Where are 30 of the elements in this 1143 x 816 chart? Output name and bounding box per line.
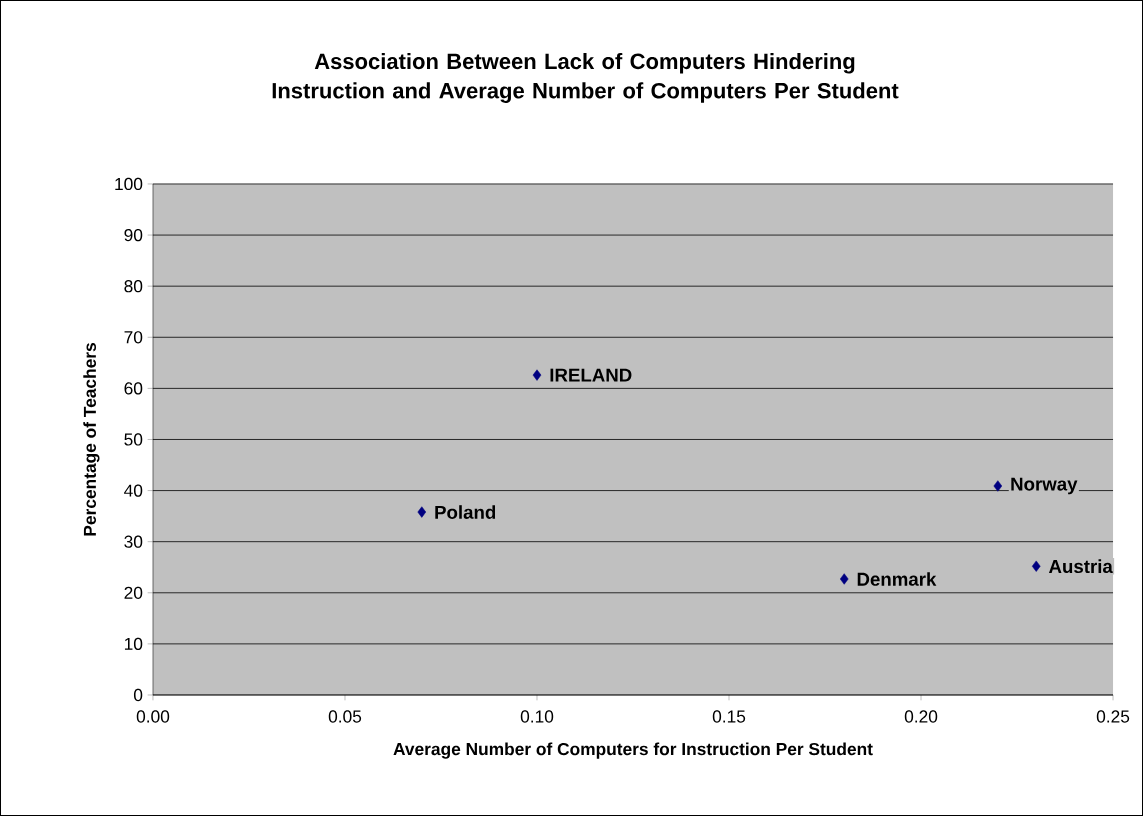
chart-title: Association Between Lack of Computers Hindering Instruction and Average Number of Computers Per Student xyxy=(272,53,899,103)
x-tick-label: 0.10 xyxy=(520,710,554,723)
y-tick-label: 0 xyxy=(133,688,143,702)
annotation: Austria xyxy=(1048,559,1113,574)
point xyxy=(1031,560,1041,572)
x-tick-label: 0.20 xyxy=(904,710,938,723)
y-tick-label: 100 xyxy=(115,177,143,191)
x-tick-label: 0.00 xyxy=(136,710,170,723)
x-tick-label: 0.05 xyxy=(328,710,362,723)
x-tick-label: 0.25 xyxy=(1096,710,1130,723)
annotation: IRELAND xyxy=(550,368,632,382)
y-tick-label: 70 xyxy=(124,331,143,344)
annotation: Poland xyxy=(435,505,496,519)
y-tick-label: 60 xyxy=(124,382,143,395)
y-tick-label: 40 xyxy=(124,484,143,497)
y-axis-title: Percentage of Teachers xyxy=(83,343,100,536)
y-tick-label: 20 xyxy=(124,586,143,599)
y-tick-label: 30 xyxy=(124,535,143,548)
point xyxy=(993,480,1003,492)
y-tick-label: 50 xyxy=(124,433,143,446)
point xyxy=(417,506,427,518)
annotation: Denmark xyxy=(857,572,937,586)
point xyxy=(532,369,542,381)
x-axis-title: Average Number of Computers for Instruction Per Student xyxy=(393,742,873,759)
point xyxy=(839,573,849,585)
y-tick-label: 90 xyxy=(124,228,143,242)
annotation: Norway xyxy=(1011,477,1078,495)
y-tick-label: 10 xyxy=(124,637,143,651)
y-tick-label: 80 xyxy=(124,280,143,293)
x-tick-label: 0.15 xyxy=(712,710,746,723)
